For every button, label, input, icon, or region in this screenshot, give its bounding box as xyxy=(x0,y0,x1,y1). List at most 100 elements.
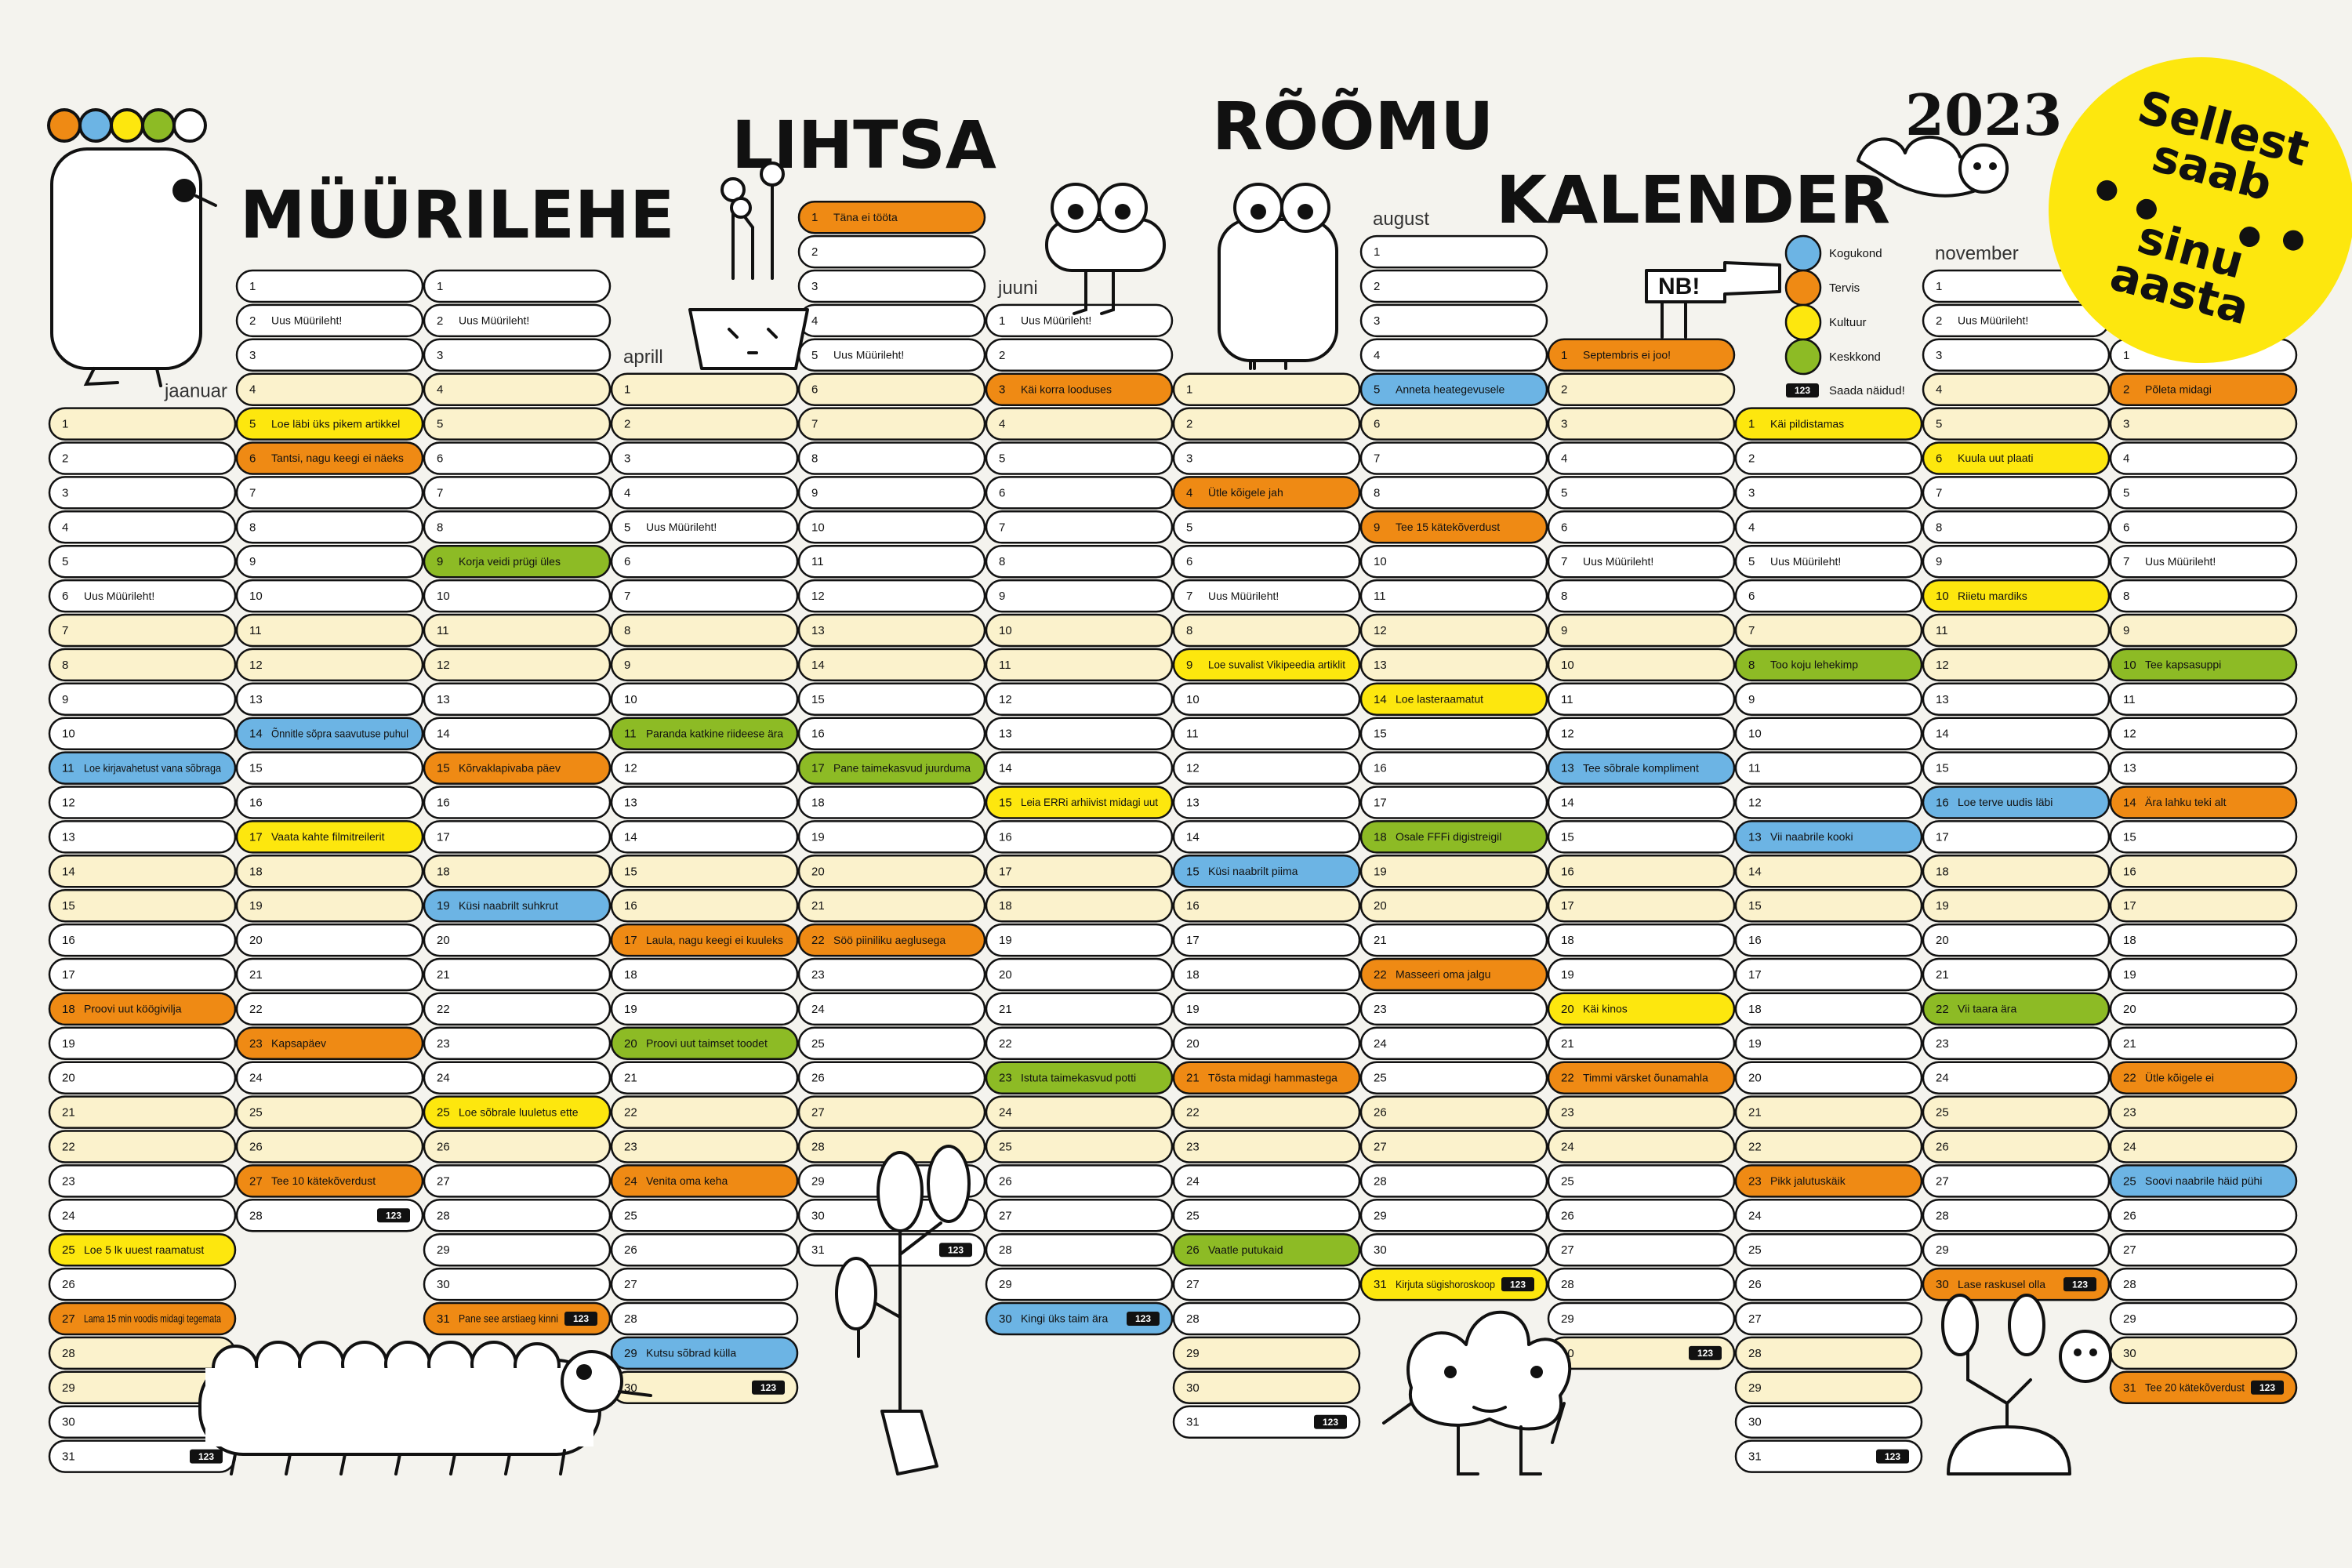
day-number: 15 xyxy=(62,899,75,913)
day-pill xyxy=(797,992,986,1026)
day-number: 20 xyxy=(1936,934,1949,947)
day-number: 29 xyxy=(624,1347,637,1360)
day-pill xyxy=(423,682,612,717)
event-text: Lase raskusel olla xyxy=(1958,1278,2045,1290)
day-number: 1 xyxy=(249,280,256,293)
day-pill xyxy=(1172,1301,1361,1336)
month-column: 12 Uus Müürileht!345 Loe läbi üks pikem ar… xyxy=(235,269,424,1232)
meter-digits: 123 xyxy=(386,1210,401,1221)
day-pill xyxy=(1359,579,1548,613)
day-number: 20 xyxy=(62,1072,75,1085)
event-text: Paranda katkine riideese ära xyxy=(646,727,783,739)
day-pill xyxy=(423,372,612,406)
day-number: 26 xyxy=(1374,1106,1387,1120)
title-word: KALENDER xyxy=(1496,162,1890,238)
day-pill xyxy=(985,786,1174,819)
day-number: 27 xyxy=(1936,1174,1949,1188)
day-number: 29 xyxy=(1748,1381,1762,1395)
day-number: 24 xyxy=(249,1072,263,1085)
month-column: 1 november 2 Uus Müürileht! 3 4 5 6 Kuula uut pl… xyxy=(1922,243,2111,1301)
day-pill xyxy=(610,1164,799,1198)
day-pill xyxy=(235,441,424,475)
event-text: Täna ei tööta xyxy=(833,211,898,223)
event-text: Loe 5 lk uuest raamatust xyxy=(84,1243,204,1256)
meter-digits: 123 xyxy=(2259,1382,2275,1393)
day-pill xyxy=(423,1301,612,1336)
event-text: Uus Müürileht! xyxy=(2145,555,2216,568)
event-text: Kõrvaklapivaba päev xyxy=(459,761,561,774)
day-number: 3 xyxy=(437,349,443,362)
day-number: 1 xyxy=(811,211,818,224)
event-text: Kutsu sõbrad külla xyxy=(646,1347,736,1359)
day-pill xyxy=(423,1164,612,1198)
day-number: 19 xyxy=(624,1003,637,1016)
day-number: 29 xyxy=(999,1278,1012,1291)
day-number: 31 xyxy=(1748,1450,1762,1464)
day-number: 17 xyxy=(1748,968,1762,982)
day-number: 27 xyxy=(1374,1140,1387,1153)
meter-icon xyxy=(2063,1277,2096,1292)
day-number: 12 xyxy=(1186,762,1200,775)
day-number: 7 xyxy=(1936,486,1942,499)
day-pill xyxy=(1922,1232,2111,1267)
day-number: 23 xyxy=(62,1174,75,1188)
day-number: 27 xyxy=(1561,1243,1574,1257)
day-pill xyxy=(423,820,612,854)
day-pill xyxy=(48,682,237,717)
legend-swatch xyxy=(1784,338,1822,376)
day-pill xyxy=(985,751,1174,785)
day-pill xyxy=(797,682,986,717)
day-pill xyxy=(2109,1232,2298,1267)
day-pill xyxy=(2109,1370,2298,1405)
day-number: 18 xyxy=(437,865,450,878)
day-number: 16 xyxy=(62,934,75,947)
day-number: 23 xyxy=(1374,1003,1387,1016)
day-number: 17 xyxy=(1561,899,1574,913)
day-pill xyxy=(1734,476,1923,510)
day-pill xyxy=(797,1026,986,1061)
day-pill xyxy=(985,544,1174,579)
day-number: 26 xyxy=(1936,1140,1949,1153)
day-number: 7 xyxy=(2123,555,2129,568)
day-pill xyxy=(985,992,1174,1026)
day-pill xyxy=(1172,682,1361,717)
day-pill xyxy=(1547,923,1736,957)
day-number: 5 xyxy=(811,349,818,362)
meter-icon xyxy=(2251,1380,2284,1395)
day-pill xyxy=(1547,992,1736,1026)
day-pill xyxy=(48,1026,237,1061)
day-pill xyxy=(985,1267,1174,1301)
event-text: Vaata kahte filmitreilerit xyxy=(271,830,385,843)
day-number: 3 xyxy=(62,486,68,499)
day-number: 6 xyxy=(437,452,443,465)
day-pill xyxy=(2109,717,2298,750)
day-pill xyxy=(1922,441,2111,475)
day-number: 11 xyxy=(1561,693,1573,706)
day-number: 2 xyxy=(2123,383,2129,397)
day-pill xyxy=(1734,957,1923,992)
day-pill xyxy=(48,648,237,682)
day-number: 12 xyxy=(624,762,637,775)
day-pill xyxy=(985,820,1174,854)
day-pill xyxy=(235,992,424,1026)
day-number: 23 xyxy=(2123,1106,2136,1120)
day-pill xyxy=(423,510,612,544)
day-number: 21 xyxy=(999,1003,1012,1016)
day-number: 10 xyxy=(1936,590,1949,603)
day-number: 14 xyxy=(1561,796,1574,809)
day-number: 26 xyxy=(1748,1278,1762,1291)
day-pill xyxy=(235,820,424,854)
day-number: 9 xyxy=(437,555,443,568)
day-number: 12 xyxy=(999,693,1012,706)
day-number: 13 xyxy=(999,728,1012,741)
day-pill xyxy=(1734,613,1923,648)
day-pill xyxy=(610,1061,799,1094)
day-pill xyxy=(1359,613,1548,648)
day-number: 20 xyxy=(1561,1003,1574,1016)
day-number: 25 xyxy=(811,1037,825,1051)
day-pill xyxy=(985,407,1174,441)
day-pill xyxy=(423,751,612,785)
day-pill xyxy=(610,820,799,854)
day-number: 8 xyxy=(811,452,818,465)
